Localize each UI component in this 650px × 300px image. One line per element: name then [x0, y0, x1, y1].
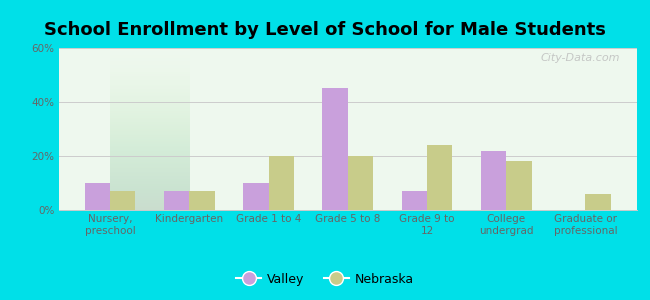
- Bar: [322, 88, 348, 210]
- Bar: [506, 161, 532, 210]
- Bar: [110, 191, 135, 210]
- Bar: [243, 183, 268, 210]
- Bar: [348, 156, 373, 210]
- Bar: [427, 145, 452, 210]
- Bar: [268, 156, 294, 210]
- Bar: [189, 191, 214, 210]
- Bar: [402, 191, 427, 210]
- Bar: [164, 191, 189, 210]
- Bar: [84, 183, 110, 210]
- Legend: Valley, Nebraska: Valley, Nebraska: [231, 268, 419, 291]
- Text: School Enrollment by Level of School for Male Students: School Enrollment by Level of School for…: [44, 21, 606, 39]
- Bar: [481, 151, 506, 210]
- Bar: [586, 194, 611, 210]
- Text: City-Data.com: City-Data.com: [540, 53, 619, 63]
